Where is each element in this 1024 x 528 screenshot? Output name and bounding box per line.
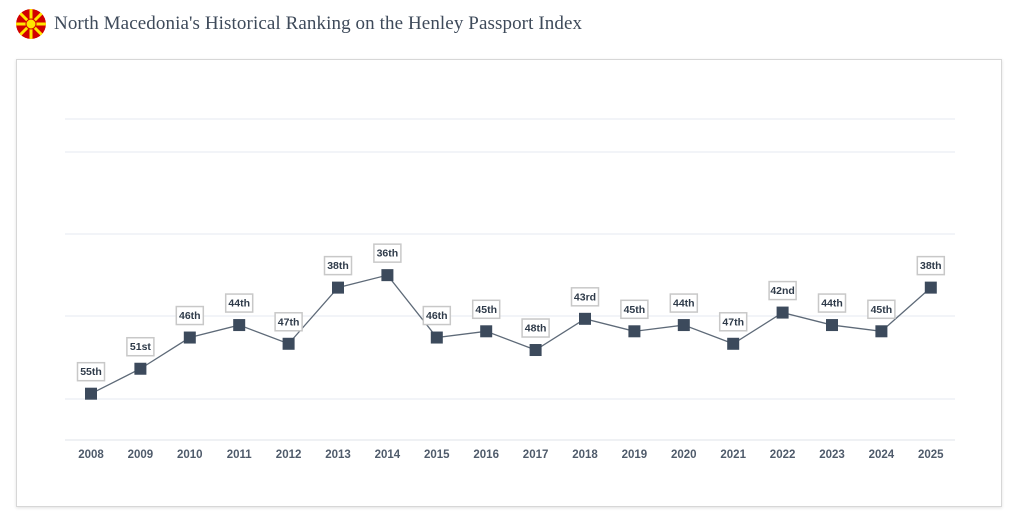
data-point-marker	[776, 306, 789, 319]
chart-header: North Macedonia's Historical Ranking on …	[16, 8, 582, 40]
x-tick-label: 2011	[227, 449, 253, 461]
data-label-box	[126, 336, 155, 357]
data-label: 43rd	[574, 291, 596, 303]
data-label: 44th	[228, 298, 250, 310]
data-point-marker	[875, 325, 888, 338]
line-chart: 55th 51st 46th 44th 47th 38th 36th 46th 45th 48th…	[65, 118, 955, 461]
data-point-marker	[924, 281, 937, 294]
x-tick-label: 2008	[78, 449, 104, 461]
x-tick-label: 2023	[819, 449, 845, 461]
data-label-box	[373, 243, 402, 263]
data-label: 44th	[673, 298, 695, 310]
x-tick-label: 2022	[770, 449, 796, 461]
data-label: 45th	[871, 304, 893, 316]
data-label-box	[521, 318, 550, 338]
data-label-box	[422, 305, 452, 326]
data-label-box	[471, 299, 501, 320]
data-label: 44th	[821, 298, 843, 310]
series-line	[90, 274, 932, 395]
x-tick-label: 2010	[177, 449, 203, 461]
data-label-box	[768, 280, 797, 301]
x-tick-label: 2015	[424, 449, 450, 461]
data-label-box	[916, 255, 946, 276]
data-labels: 55th 51st 46th 44th 47th 38th 36th 46th 45th 48th…	[76, 243, 946, 382]
data-point-marker	[332, 281, 344, 294]
data-label: 51st	[130, 341, 152, 353]
data-label: 42nd	[770, 285, 795, 297]
x-axis-tick-labels: 2008 2009 2010 2011 2012 2013 2014 2015 2016 2017…	[78, 449, 944, 461]
data-point-marker	[628, 325, 641, 338]
data-point-marker	[183, 331, 196, 344]
data-label-box	[175, 305, 205, 326]
data-label: 55th	[80, 366, 102, 378]
data-point-marker	[677, 319, 690, 332]
x-tick-label: 2019	[622, 449, 648, 461]
data-label: 45th	[624, 304, 646, 316]
data-label-box	[620, 299, 649, 320]
data-point-marker	[85, 387, 97, 400]
x-tick-label: 2013	[325, 449, 351, 461]
data-label: 38th	[327, 260, 349, 272]
data-label: 36th	[377, 248, 399, 260]
data-label: 47th	[722, 316, 744, 328]
data-point-marker	[134, 362, 147, 375]
x-tick-label: 2021	[720, 449, 746, 461]
grid-lines	[65, 118, 955, 441]
x-tick-label: 2016	[473, 449, 499, 461]
data-label: 46th	[179, 310, 201, 322]
data-label-box	[274, 312, 303, 332]
data-point-marker	[282, 337, 295, 350]
x-tick-label: 2012	[276, 449, 302, 461]
data-point-marker	[430, 331, 443, 344]
data-markers	[85, 269, 937, 400]
page-title: North Macedonia's Historical Ranking on …	[54, 13, 583, 34]
x-tick-label: 2017	[523, 449, 549, 461]
data-label: 47th	[278, 316, 300, 328]
data-label: 46th	[426, 310, 448, 322]
x-tick-label: 2014	[375, 449, 401, 461]
data-label: 48th	[525, 323, 547, 335]
data-label-box	[817, 293, 847, 313]
data-label-box	[669, 293, 699, 313]
data-label-box	[867, 299, 896, 320]
data-label: 45th	[475, 304, 497, 316]
data-point-marker	[233, 319, 246, 332]
x-tick-label: 2024	[869, 449, 895, 461]
data-point-marker	[826, 319, 838, 332]
north-macedonia-flag-icon	[16, 9, 46, 39]
data-point-marker	[529, 344, 542, 357]
data-label-box	[718, 312, 748, 332]
data-label-box	[76, 361, 106, 382]
data-label-box	[224, 293, 254, 313]
chart-card: 55th 51st 46th 44th 47th 38th 36th 46th 45th 48th…	[16, 59, 1002, 507]
data-point-marker	[579, 312, 591, 325]
data-point-marker	[480, 325, 493, 338]
data-point-marker	[727, 337, 740, 350]
data-label: 38th	[920, 260, 942, 272]
data-label-box	[570, 287, 600, 307]
x-tick-label: 2025	[918, 449, 944, 461]
data-label-box	[323, 255, 353, 276]
data-point-marker	[381, 269, 394, 282]
x-tick-label: 2009	[128, 449, 154, 461]
x-tick-label: 2020	[671, 449, 697, 461]
x-tick-label: 2018	[572, 449, 598, 461]
